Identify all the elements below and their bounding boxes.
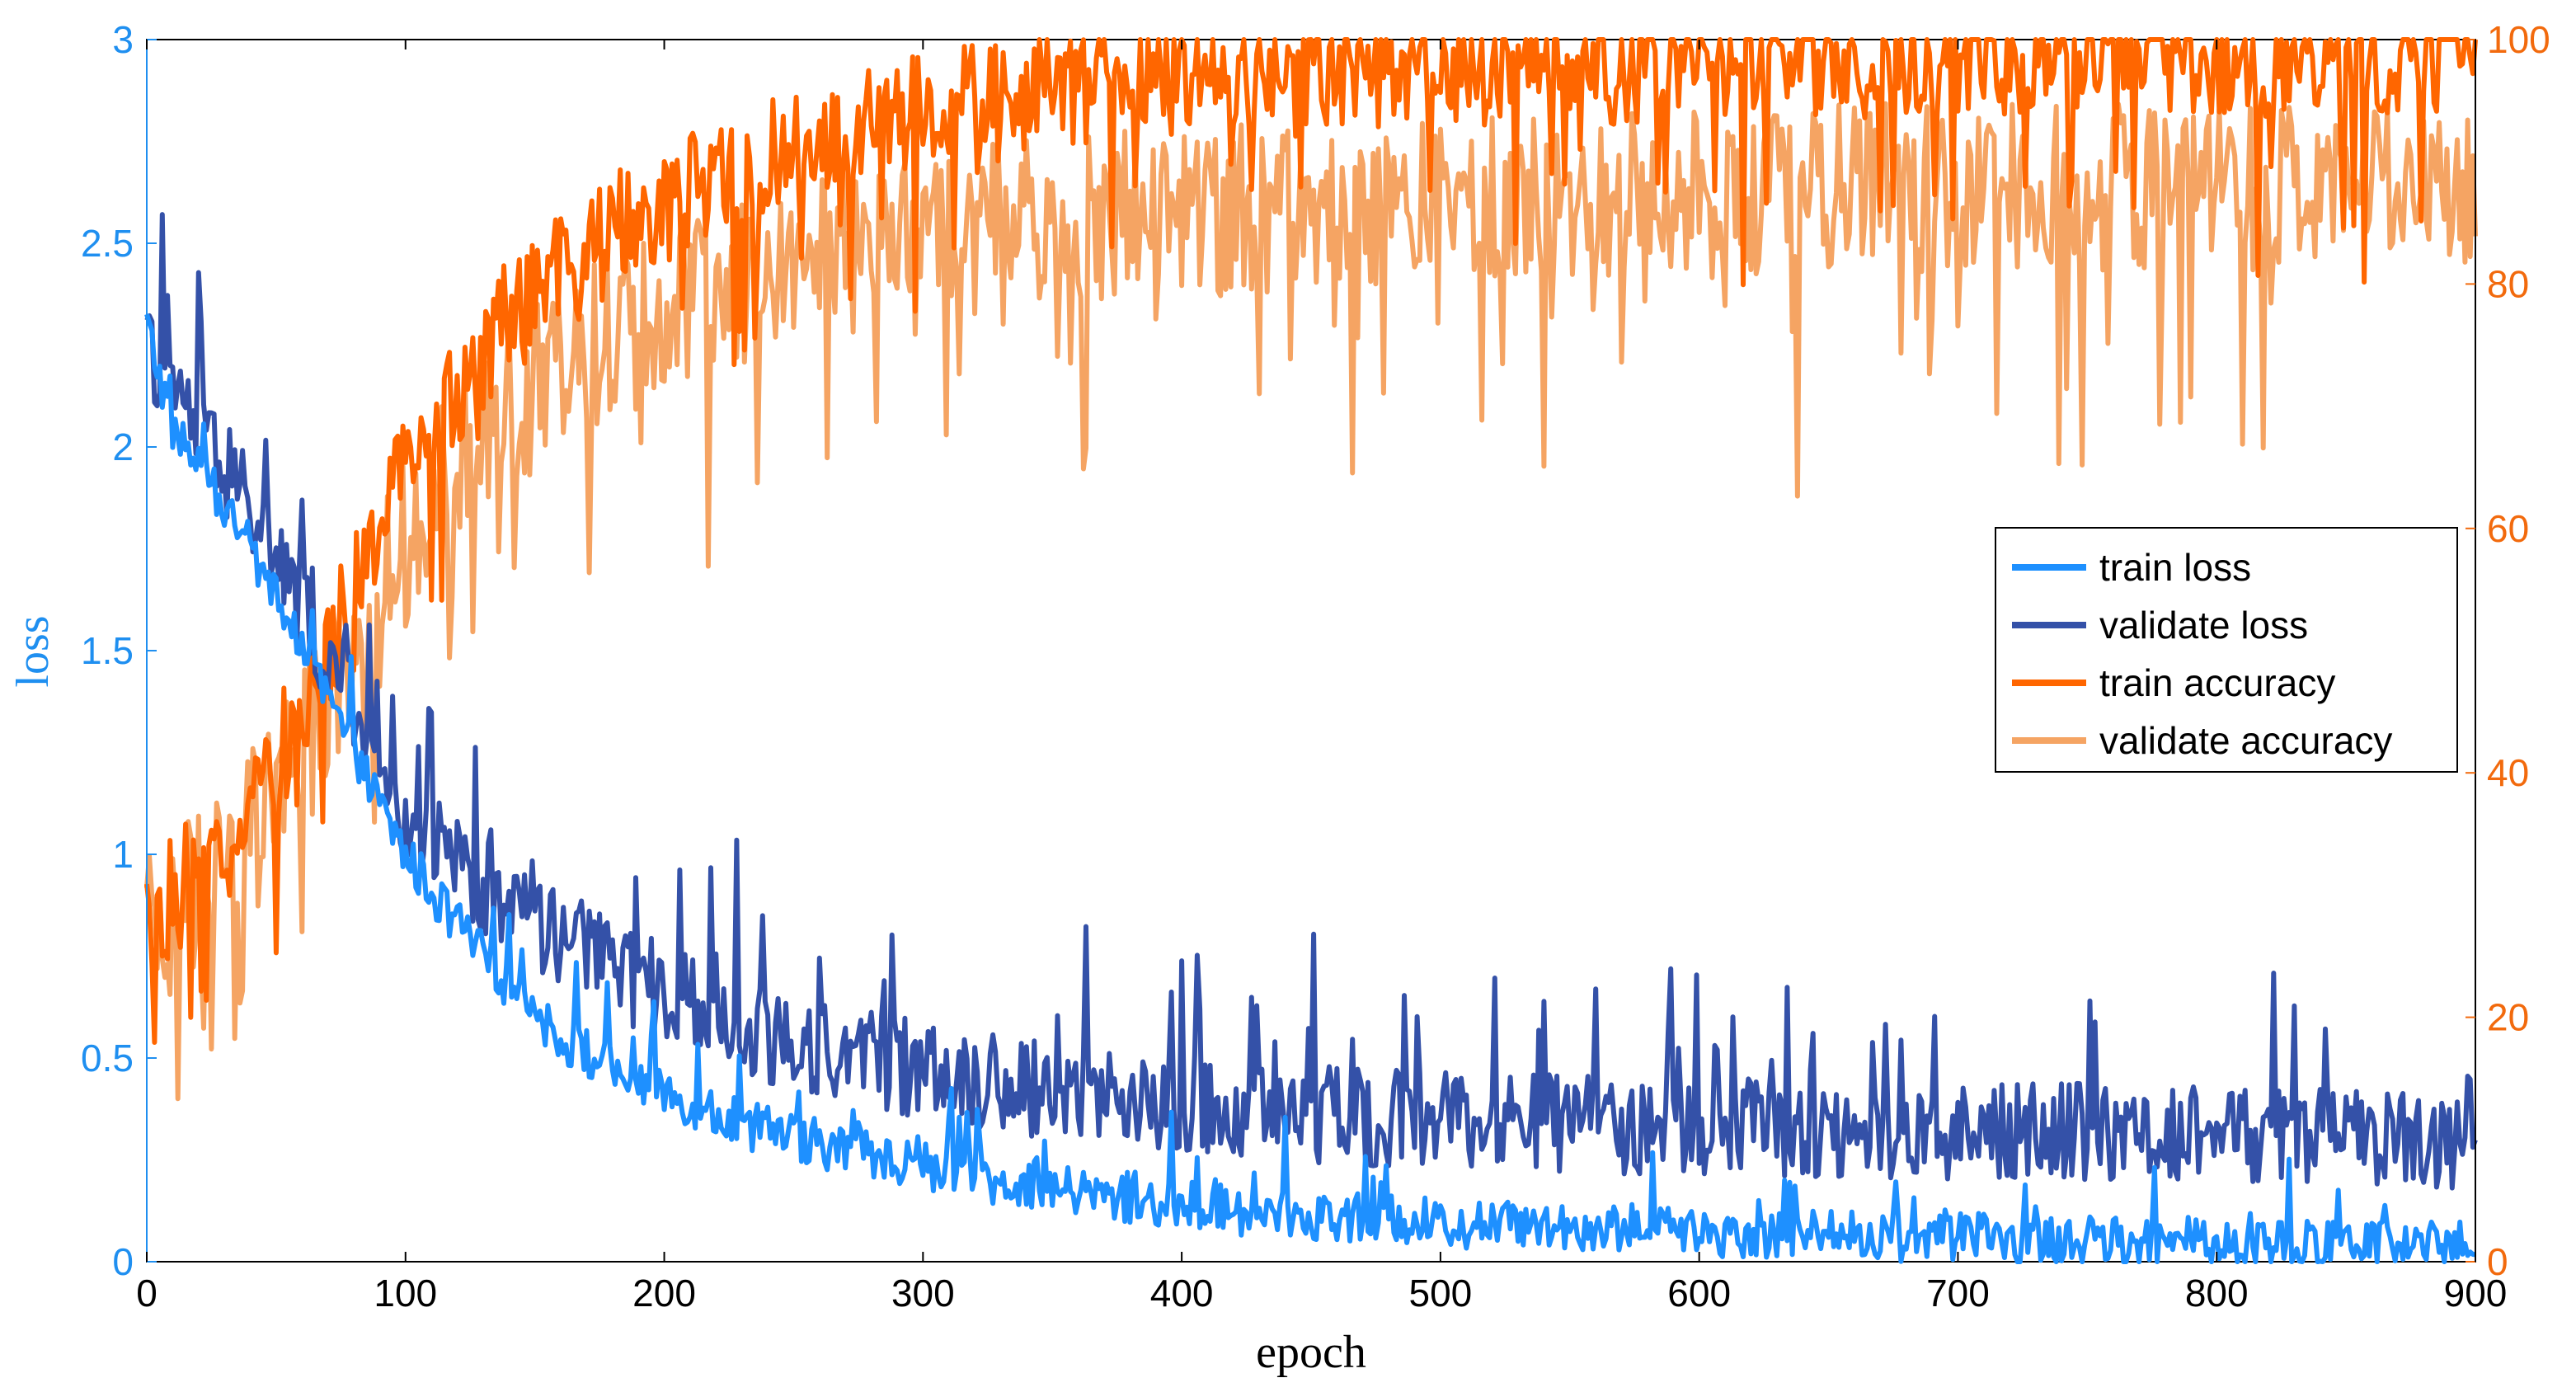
x-tick-label: 800 — [2185, 1272, 2249, 1314]
series-line-train-accuracy — [144, 37, 2478, 1045]
left-y-tick-label: 0 — [112, 1240, 134, 1283]
series-line-validate-loss — [144, 212, 2478, 1191]
right-y-ticks: 0 20 40 60 80 100 — [2466, 18, 2550, 1283]
x-tick-label: 900 — [2444, 1272, 2508, 1314]
left-y-tick-label: 1 — [112, 833, 134, 876]
left-y-tick-label: 1.5 — [81, 629, 134, 672]
x-tick-label: 0 — [136, 1272, 157, 1314]
right-y-tick-label: 100 — [2487, 18, 2550, 61]
x-tick-label: 600 — [1667, 1272, 1731, 1314]
legend: train loss validate loss train accuracy val… — [1995, 527, 2458, 773]
legend-label: validate accuracy — [2099, 719, 2392, 762]
legend-label: train loss — [2099, 546, 2251, 589]
x-tick-label: 100 — [374, 1272, 437, 1314]
x-axis-label: epoch — [1256, 1327, 1366, 1378]
right-y-tick-label: 80 — [2487, 262, 2529, 305]
legend-label: train accuracy — [2099, 661, 2335, 704]
right-y-tick-label: 40 — [2487, 751, 2529, 794]
legend-label: validate loss — [2099, 604, 2308, 647]
x-tick-label: 700 — [1926, 1272, 1990, 1314]
left-y-tick-label: 0.5 — [81, 1037, 134, 1079]
x-tick-label: 500 — [1409, 1272, 1473, 1314]
right-y-tick-label: 20 — [2487, 996, 2529, 1039]
series-line-train-loss — [144, 313, 2476, 1264]
right-y-tick-label: 0 — [2487, 1240, 2508, 1283]
left-y-tick-label: 2.5 — [81, 222, 134, 265]
x-tick-label: 400 — [1150, 1272, 1214, 1314]
right-y-tick-label: 60 — [2487, 507, 2529, 550]
left-y-tick-label: 2 — [112, 426, 134, 468]
x-ticks: 0 100 200 300 400 500 600 700 800 900 — [136, 40, 2507, 1314]
x-tick-label: 300 — [891, 1272, 955, 1314]
left-y-ticks: 0 0.5 1 1.5 2 2.5 3 — [81, 18, 157, 1283]
x-tick-label: 200 — [632, 1272, 696, 1314]
left-y-tick-label: 3 — [112, 18, 134, 61]
left-y-axis-label: loss — [7, 615, 59, 687]
series-layer — [144, 37, 2478, 1264]
